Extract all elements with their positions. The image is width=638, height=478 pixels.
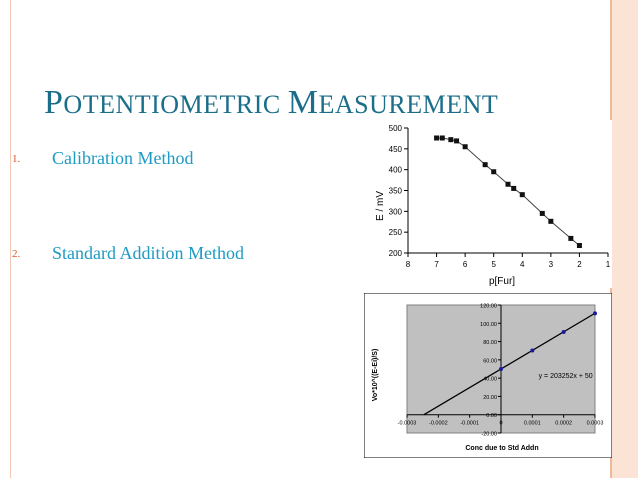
data-point [530,348,535,353]
data-point [568,235,574,241]
x-tick-label: 0.0001 [524,421,541,427]
title-initial-p: P [44,84,64,121]
y-tick-label: -20.00 [481,432,497,438]
trendline-equation: y = 203252x + 50 [539,373,593,380]
x-tick-label: 0.0002 [555,421,572,427]
y-axis-label: E / mV [375,191,386,221]
y-tick-label: 350 [389,187,403,196]
y-tick-label: 400 [389,166,403,175]
y-axis-label: Vo*10^((E-Ei)/S) [371,349,379,402]
data-point [462,144,468,150]
y-tick-label: 20.00 [483,395,497,401]
title-word-potentiometric: OTENTIOMETRIC [63,90,281,119]
x-tick-label: -0.0002 [429,421,448,427]
x-tick-label: -0.0001 [460,421,479,427]
x-tick-label: 3 [549,260,554,269]
x-tick-label: 0.0003 [587,421,604,427]
x-tick-label: 2 [577,260,582,269]
right-decorative-band [612,0,638,478]
y-tick-label: 80.00 [483,340,497,346]
y-tick-label: 300 [389,207,403,216]
y-tick-label: 120.00 [480,304,497,310]
y-tick-label: 40.00 [483,377,497,383]
data-point [511,185,517,191]
data-point [439,135,445,141]
data-point [576,243,582,248]
data-point [499,367,503,371]
y-tick-label: 0.00 [486,413,497,419]
slide-title: POTENTIOMETRIC MEASUREMENT [44,84,498,122]
data-point [593,311,597,316]
x-tick-label: 5 [491,260,496,269]
data-point [491,169,497,175]
x-tick-label: 8 [406,260,411,269]
list-item-number: 1. [12,153,21,165]
y-tick-label: 60.00 [483,358,497,364]
data-point [434,135,440,141]
title-initial-m: M [287,84,319,121]
x-tick-label: 1 [606,260,611,269]
data-point [519,192,525,198]
x-tick-label: 6 [463,260,468,269]
x-tick-label: 0 [499,421,502,427]
x-tick-label: -0.0003 [398,421,417,427]
data-point [539,210,545,216]
list-item-number: 2. [12,248,21,260]
calibration-chart: 200 250 300 350 400 450 500 8 7 6 5 4 3 2 1 p[Fur] E /… [362,120,612,288]
y-tick-label: 100.00 [480,322,497,328]
data-point [454,138,460,144]
data-point [482,162,488,168]
y-tick-label: 200 [389,249,403,258]
list-item-label: Calibration Method [52,148,194,168]
data-point [548,218,554,224]
x-axis-label: p[Fur] [489,276,515,287]
x-tick-label: 7 [434,260,439,269]
title-word-measurement: EASUREMENT [318,90,499,119]
data-point [448,137,454,143]
x-axis-label: Conc due to Std Addn [465,445,538,452]
list-item-label: Standard Addition Method [52,243,244,263]
data-point [505,181,511,187]
left-border-rule [10,0,11,478]
x-tick-label: 4 [520,260,525,269]
trendline [423,312,596,416]
y-tick-label: 450 [389,145,403,154]
data-point [561,329,566,334]
y-tick-label: 250 [389,228,403,237]
standard-addition-chart: -20.00 0.00 20.00 40.00 60.00 80.00 100.00 120.… [364,293,612,458]
y-tick-label: 500 [389,124,403,133]
